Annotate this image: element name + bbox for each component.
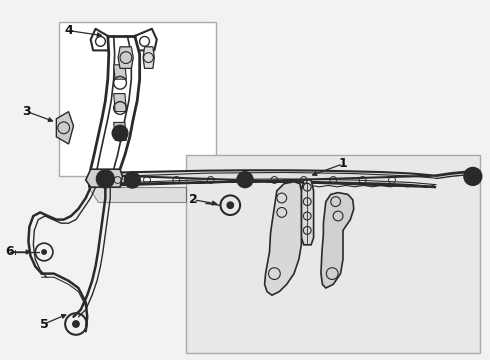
Polygon shape <box>86 169 122 187</box>
Polygon shape <box>114 94 126 112</box>
Circle shape <box>72 320 80 328</box>
Circle shape <box>97 170 114 188</box>
Text: 3: 3 <box>23 105 31 118</box>
Bar <box>186 155 480 353</box>
Polygon shape <box>88 170 436 187</box>
Text: 6: 6 <box>5 246 14 258</box>
Circle shape <box>226 201 234 209</box>
Circle shape <box>112 125 128 141</box>
Polygon shape <box>143 47 154 68</box>
Text: 4: 4 <box>64 24 73 37</box>
Text: 1: 1 <box>339 157 347 170</box>
Circle shape <box>100 174 110 184</box>
Text: 2: 2 <box>189 193 198 206</box>
Circle shape <box>124 172 140 188</box>
Text: 5: 5 <box>40 318 49 330</box>
Circle shape <box>464 168 482 185</box>
Polygon shape <box>301 180 314 245</box>
Polygon shape <box>114 122 126 140</box>
Polygon shape <box>88 187 186 202</box>
Circle shape <box>41 249 47 255</box>
Polygon shape <box>114 65 126 79</box>
Polygon shape <box>118 47 133 68</box>
Bar <box>59 22 216 176</box>
Polygon shape <box>321 193 354 288</box>
Circle shape <box>237 172 253 188</box>
Polygon shape <box>56 112 74 144</box>
Polygon shape <box>265 182 301 295</box>
